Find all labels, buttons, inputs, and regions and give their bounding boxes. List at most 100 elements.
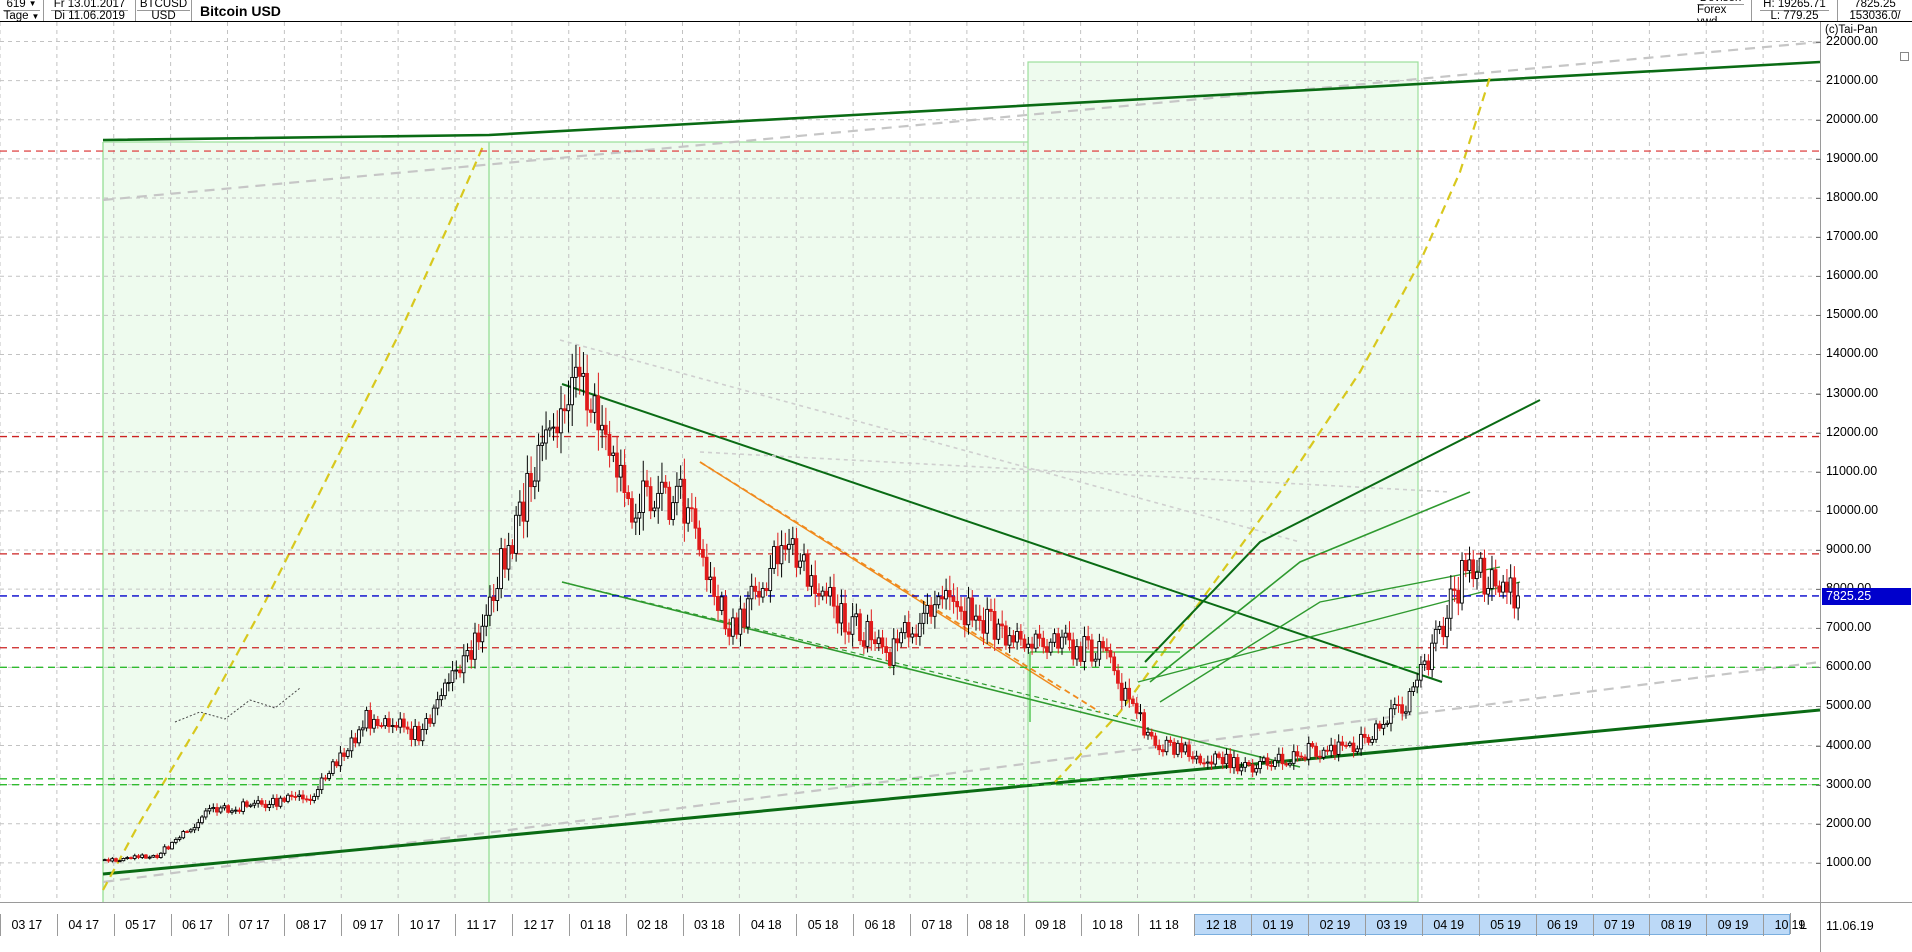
candle-body (1430, 642, 1434, 671)
price-tick-label: 16000.00 (1826, 268, 1879, 283)
symbol-currency: USD (151, 10, 176, 22)
candle-body (1224, 753, 1229, 765)
candle-body (532, 480, 537, 488)
chart-svg (0, 22, 1820, 902)
date-tick-label[interactable]: 12 17 (523, 919, 554, 932)
date-tick-separator (1421, 914, 1423, 936)
candle-body (173, 838, 178, 843)
candle-body (637, 511, 642, 519)
date-tick-month: 11 (1148, 918, 1162, 932)
date-tick-label[interactable]: 10 17 (410, 919, 441, 932)
date-tick-label[interactable]: 10 19 (1775, 919, 1806, 932)
candle-body (304, 798, 309, 801)
candle-body (977, 615, 982, 621)
date-tick-label[interactable]: 11 17 (466, 919, 496, 932)
date-tick-label[interactable]: 08 19 (1661, 919, 1692, 932)
candle-body (981, 620, 986, 634)
candle-body (1205, 761, 1210, 764)
descending-wedge-upper (561, 383, 1443, 683)
candle-body (274, 797, 279, 807)
date-tick-separator (682, 914, 684, 936)
date-tick-label[interactable]: 02 18 (637, 919, 668, 932)
date-tick-label[interactable]: 01 18 (580, 919, 611, 932)
date-tick-label[interactable]: 03 19 (1376, 919, 1407, 932)
candle-body (562, 408, 567, 412)
date-tick-label[interactable]: 07 17 (239, 919, 270, 932)
candle-body (775, 546, 780, 565)
date-tick-separator (625, 914, 627, 936)
candle-body (1030, 643, 1034, 649)
period-count-dropdown[interactable]: 619 ▼ (3, 0, 40, 11)
period-unit-dropdown[interactable]: Tage ▼ (1, 10, 43, 23)
date-from: Fr 13.01.2017 (50, 0, 129, 11)
candle-body (794, 538, 799, 568)
candle-body (1310, 743, 1315, 747)
date-tick-separator (511, 914, 513, 936)
symbol-group[interactable]: BTCUSD USD (136, 0, 192, 22)
candle-body (1508, 577, 1513, 593)
date-tick-year: 17 (369, 918, 384, 932)
early-dotted-line (174, 687, 301, 723)
date-tick-label[interactable]: 04 17 (68, 919, 99, 932)
date-tick-label[interactable]: 04 19 (1433, 919, 1464, 932)
date-tick-label[interactable]: 07 18 (921, 919, 952, 932)
date-tick-label[interactable]: 02 19 (1320, 919, 1351, 932)
candle-body (1037, 633, 1042, 639)
price-tick-label: 14000.00 (1826, 346, 1879, 361)
price-tick-mark (1816, 823, 1821, 825)
candle-body (465, 650, 470, 657)
chart-plot-area[interactable] (0, 22, 1820, 902)
date-tick-label[interactable]: 09 19 (1718, 919, 1749, 932)
price-tick-label: 20000.00 (1826, 111, 1879, 126)
candle-body (940, 596, 945, 600)
candle-body (1276, 753, 1281, 762)
date-tick-label[interactable]: 09 18 (1035, 919, 1066, 932)
candle-body (140, 854, 144, 858)
date-tick-month: 10 (1774, 918, 1789, 932)
candle-body (633, 517, 638, 523)
data-source: Forex vwd (1697, 4, 1727, 28)
date-tick-label[interactable]: 08 17 (296, 919, 327, 932)
price-tick-label: 11000.00 (1826, 463, 1878, 478)
candle-body (1448, 588, 1453, 619)
candle-body (929, 604, 933, 617)
date-tick-separator (0, 914, 1, 936)
period-unit-value: Tage (3, 10, 29, 22)
date-tick-label[interactable]: 11 18 (1149, 919, 1179, 932)
date-tick-label[interactable]: 05 18 (808, 919, 839, 932)
candle-body (282, 797, 287, 802)
last-date-value: 11.06.19 (1826, 919, 1874, 933)
date-tick-label[interactable]: 06 19 (1547, 919, 1578, 932)
date-tick-label[interactable]: 08 18 (978, 919, 1009, 932)
date-tick-month: 04 (1433, 918, 1448, 932)
date-tick-label[interactable]: 04 18 (751, 919, 782, 932)
date-axis[interactable]: 03 17 04 17 05 17 06 17 07 17 08 17 09 17 10 17 11 17 12 17… (0, 902, 1820, 952)
candle-body (1127, 687, 1132, 700)
date-tick-label[interactable]: 06 18 (865, 919, 896, 932)
date-tick-label[interactable]: 06 17 (182, 919, 213, 932)
date-tick-label[interactable]: 07 19 (1604, 919, 1635, 932)
chevron-down-icon[interactable]: ▼ (31, 11, 40, 21)
date-tick-label[interactable]: 03 18 (694, 919, 725, 932)
axis-settings-handle[interactable] (1900, 52, 1909, 61)
date-tick-label[interactable]: 09 17 (353, 919, 384, 932)
chevron-down-icon[interactable]: ▼ (28, 0, 37, 9)
date-tick-label[interactable]: 05 17 (125, 919, 156, 932)
candle-body (1340, 741, 1345, 746)
date-tick-label[interactable]: 12 18 (1206, 919, 1237, 932)
candle-body (1385, 722, 1389, 725)
date-tick-label[interactable]: 05 19 (1490, 919, 1521, 932)
price-axis[interactable]: (c)Tai-Pan 22000.00 21000.00 20000.00 19000… (1816, 22, 1912, 902)
date-tick-label[interactable]: 03 17 (11, 919, 42, 932)
candle-body (914, 633, 918, 637)
date-tick-label[interactable]: 01 19 (1263, 919, 1294, 932)
candle-body (846, 631, 851, 635)
period-selector-group[interactable]: 619 ▼ Tage ▼ (0, 0, 44, 23)
candle-body (177, 837, 182, 840)
candle-body (1396, 704, 1401, 707)
candle-body (674, 485, 679, 504)
date-tick-separator (284, 914, 286, 936)
date-range-group[interactable]: Fr 13.01.2017 Di 11.06.2019 (44, 0, 136, 22)
candle-body (585, 372, 589, 411)
date-tick-label[interactable]: 10 18 (1092, 919, 1123, 932)
